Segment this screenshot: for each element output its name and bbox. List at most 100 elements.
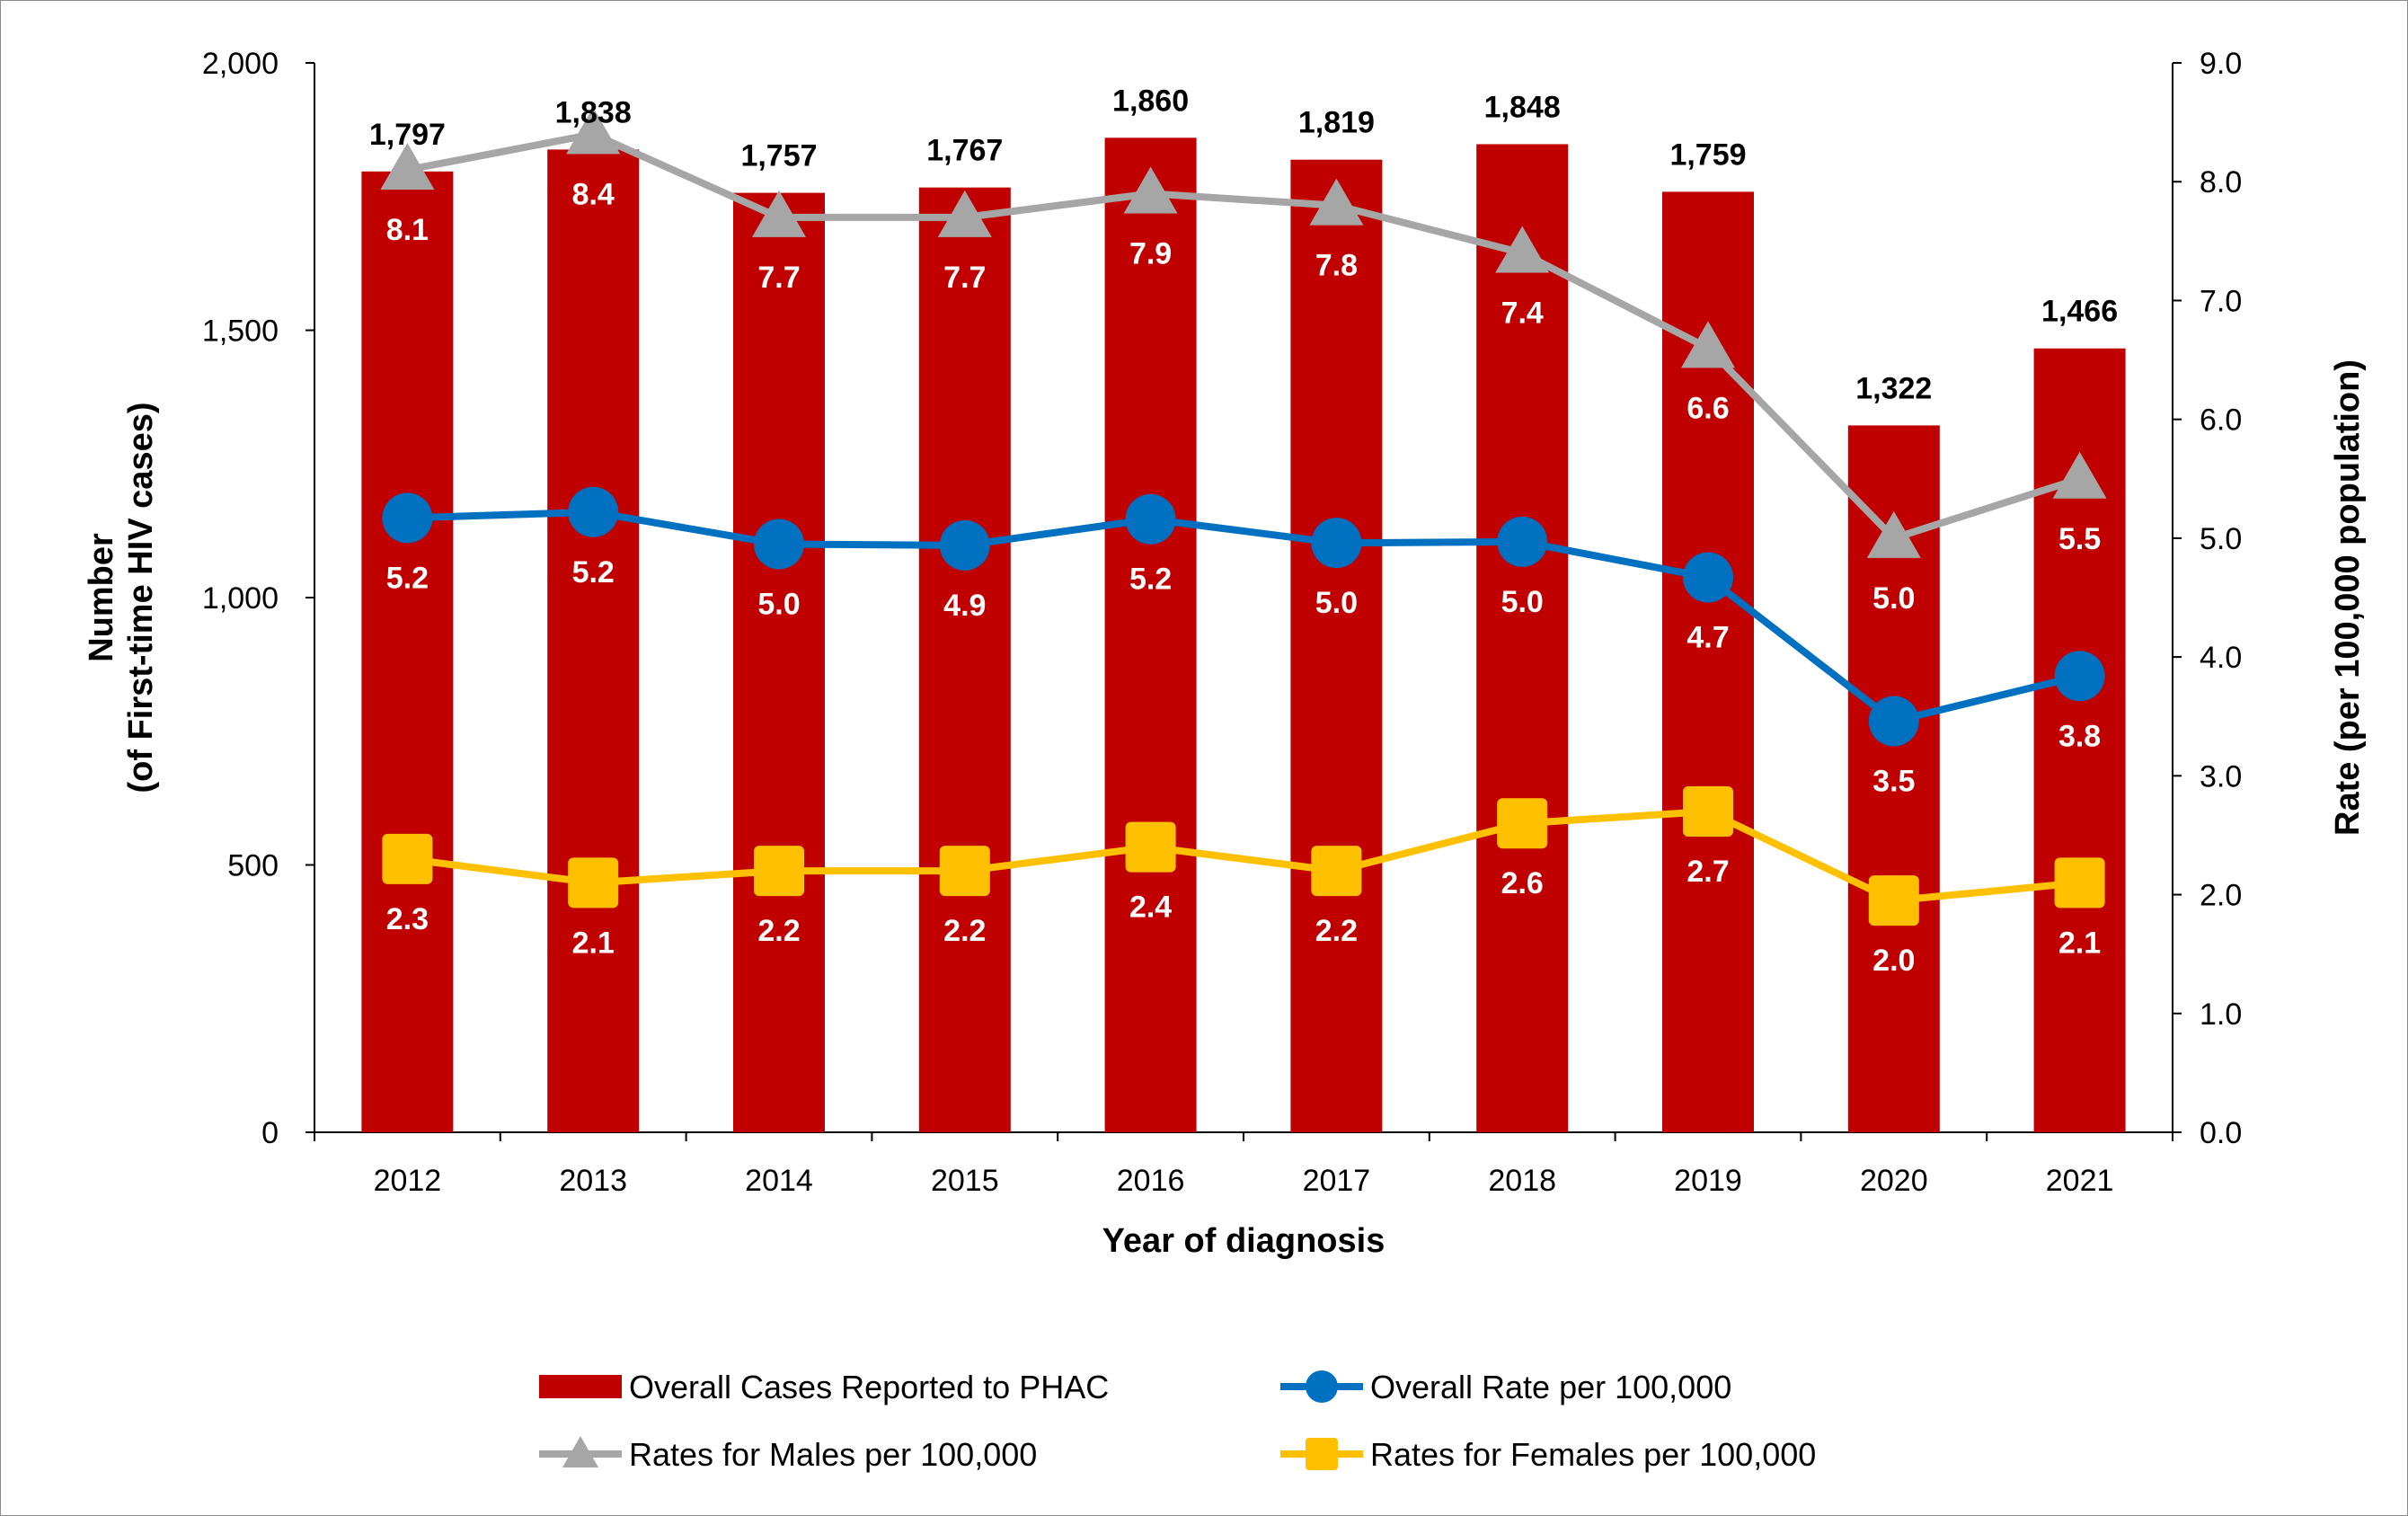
x-tick-label: 2018 bbox=[1488, 1164, 1556, 1198]
bar-value-label: 1,466 bbox=[2041, 295, 2118, 329]
left-tick-label: 1,500 bbox=[202, 315, 279, 349]
square-value-label: 2.4 bbox=[1129, 891, 1172, 925]
triangle-value-label: 7.7 bbox=[757, 261, 800, 295]
data-labels: 1,797 1,838 1,757 1,767 1,860 1,819 1,848 1,759… bbox=[369, 84, 2118, 978]
square-marker bbox=[939, 846, 990, 897]
bar-value-label: 1,797 bbox=[369, 118, 446, 152]
triangle-marker bbox=[566, 107, 621, 155]
circle-marker bbox=[754, 519, 804, 570]
left-tick-label: 1,000 bbox=[202, 581, 279, 616]
triangle-value-label: 7.8 bbox=[1315, 249, 1358, 283]
right-tick-label: 5.0 bbox=[2200, 522, 2242, 556]
circle-marker bbox=[1868, 696, 1919, 747]
line-series bbox=[380, 107, 2107, 926]
square-value-label: 2.3 bbox=[386, 902, 429, 936]
right-axis-title: Rate (per 100,000 population) bbox=[2329, 359, 2367, 836]
circle-value-label: 5.0 bbox=[1315, 586, 1358, 620]
square-marker bbox=[382, 833, 433, 884]
right-tick-label: 0.0 bbox=[2200, 1116, 2242, 1150]
bar-2017 bbox=[1290, 159, 1383, 1132]
legend-marker-circle bbox=[1306, 1370, 1338, 1403]
right-tick-label: 3.0 bbox=[2200, 759, 2242, 793]
square-marker bbox=[1125, 821, 1176, 873]
legend-label: Overall Rate per 100,000 bbox=[1370, 1369, 1731, 1405]
bar-value-label: 1,322 bbox=[1855, 371, 1932, 405]
circle-marker bbox=[382, 492, 433, 544]
square-value-label: 2.2 bbox=[943, 914, 986, 948]
right-tick-label: 2.0 bbox=[2200, 879, 2242, 913]
triangle-marker bbox=[380, 143, 435, 190]
circle-value-label: 4.9 bbox=[943, 589, 986, 623]
bar-value-label: 1,819 bbox=[1298, 106, 1375, 140]
circle-value-label: 5.0 bbox=[1501, 585, 1544, 619]
left-axis-title-line: Number bbox=[83, 533, 120, 662]
bar-value-label: 1,848 bbox=[1484, 90, 1561, 124]
x-tick-label: 2012 bbox=[374, 1164, 442, 1198]
square-marker bbox=[2054, 857, 2105, 909]
square-marker bbox=[1497, 798, 1548, 849]
triangle-value-label: 8.1 bbox=[386, 213, 429, 247]
circle-marker bbox=[2054, 651, 2105, 702]
circle-value-label: 3.5 bbox=[1872, 765, 1915, 799]
triangle-marker bbox=[1681, 321, 1735, 368]
bar-2016 bbox=[1104, 137, 1197, 1132]
bar-2012 bbox=[361, 171, 454, 1132]
bar-2014 bbox=[733, 192, 825, 1133]
circle-marker bbox=[939, 519, 990, 571]
right-tick-label: 4.0 bbox=[2200, 641, 2242, 675]
circle-marker bbox=[1683, 552, 1733, 603]
triangle-marker bbox=[1866, 510, 1921, 558]
triangle-value-label: 6.6 bbox=[1686, 391, 1729, 425]
square-value-label: 2.0 bbox=[1872, 944, 1915, 978]
circle-marker bbox=[1125, 493, 1176, 545]
x-tick-label: 2014 bbox=[745, 1164, 813, 1198]
triangle-value-label: 5.0 bbox=[1872, 581, 1915, 616]
circle-value-label: 5.2 bbox=[1129, 563, 1172, 597]
circle-marker bbox=[568, 486, 619, 537]
left-tick-label: 0 bbox=[261, 1116, 279, 1150]
line-square-series bbox=[406, 808, 2080, 905]
triangle-value-label: 7.9 bbox=[1129, 236, 1172, 270]
legend-label: Overall Cases Reported to PHAC bbox=[629, 1369, 1109, 1405]
square-marker bbox=[1868, 875, 1919, 926]
triangle-value-label: 7.7 bbox=[943, 261, 986, 295]
left-tick-label: 500 bbox=[227, 849, 279, 883]
x-tick-label: 2015 bbox=[931, 1164, 999, 1198]
square-value-label: 2.7 bbox=[1686, 855, 1729, 889]
bar-2018 bbox=[1476, 144, 1569, 1133]
left-axis-title-line: (of First-time HIV cases) bbox=[122, 403, 160, 793]
bar-2015 bbox=[918, 187, 1011, 1132]
x-tick-label: 2017 bbox=[1303, 1164, 1371, 1198]
triangle-marker bbox=[2052, 451, 2107, 499]
bar-value-label: 1,767 bbox=[926, 134, 1003, 168]
right-tick-label: 6.0 bbox=[2200, 403, 2242, 438]
axes: 0 500 1,000 1,500 2,000 0.0 1.0 2.0 3.0 4.0 5.0 6.0… bbox=[83, 47, 2367, 1260]
square-marker bbox=[1311, 846, 1362, 897]
square-value-label: 2.2 bbox=[757, 914, 800, 948]
circle-value-label: 4.7 bbox=[1686, 621, 1729, 655]
triangle-marker bbox=[752, 190, 806, 237]
triangle-marker bbox=[1495, 226, 1550, 273]
bar-value-label: 1,757 bbox=[740, 139, 817, 173]
bar-2013 bbox=[547, 149, 640, 1132]
legend-marker-square bbox=[1306, 1438, 1338, 1470]
square-value-label: 2.6 bbox=[1501, 866, 1544, 900]
line-triangle-series bbox=[406, 130, 2081, 542]
square-marker bbox=[754, 846, 804, 897]
square-marker bbox=[1683, 786, 1733, 837]
line-circle-series bbox=[407, 508, 2081, 725]
x-tick-label: 2019 bbox=[1674, 1164, 1742, 1198]
bar-value-label: 1,860 bbox=[1112, 84, 1189, 118]
right-tick-label: 8.0 bbox=[2200, 165, 2242, 199]
x-axis-title: Year of diagnosis bbox=[1102, 1222, 1385, 1260]
triangle-marker bbox=[1123, 166, 1178, 214]
legend-marker-triangle bbox=[562, 1436, 598, 1467]
left-tick-label: 2,000 bbox=[202, 47, 279, 81]
circle-value-label: 5.2 bbox=[386, 561, 429, 595]
circle-marker bbox=[1497, 516, 1548, 567]
legend: Overall Cases Reported to PHAC Overall Ra… bbox=[539, 1369, 1816, 1473]
square-value-label: 2.2 bbox=[1315, 914, 1358, 948]
legend-label: Rates for Females per 100,000 bbox=[1370, 1436, 1816, 1473]
x-tick-label: 2020 bbox=[1860, 1164, 1928, 1198]
